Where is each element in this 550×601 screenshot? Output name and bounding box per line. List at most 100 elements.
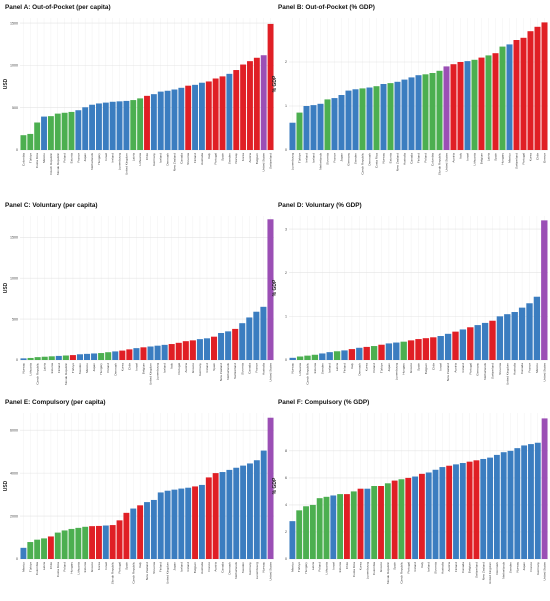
bar (34, 122, 41, 150)
bar (387, 83, 394, 150)
x-tick-label: France (76, 153, 80, 163)
bar (511, 312, 518, 360)
y-axis-label: % GDP (272, 279, 278, 296)
x-tick-label: Slovenia (326, 153, 330, 165)
bar (489, 320, 496, 360)
x-tick-label: United States (445, 153, 449, 172)
bar (225, 331, 232, 360)
bar (450, 64, 457, 150)
x-tick-label: Israel (104, 562, 108, 570)
x-tick-label: New Zealand (396, 153, 400, 172)
bar (457, 62, 464, 150)
bar (385, 343, 393, 360)
bar (62, 355, 69, 360)
bar (20, 547, 27, 559)
panel-e: Panel E: Compulsory (per capita) 0 2000 400… (3, 399, 274, 584)
bar (398, 479, 405, 559)
bar (296, 112, 303, 150)
bar (357, 488, 364, 559)
panel-f: Panel F: Compulsory (% GDP) 0 2 4 6 8 % GDP Mex… (272, 399, 548, 584)
bar (319, 353, 326, 360)
bar (27, 357, 34, 360)
x-tick-label: Czech Republic (361, 153, 365, 175)
y-tick-label: 2 (285, 60, 287, 64)
x-tick-label: Netherlands (234, 562, 238, 579)
bar (48, 356, 55, 360)
bar (359, 88, 366, 150)
x-tick-label: Finland (343, 363, 347, 373)
y-tick-label: 500 (12, 317, 18, 321)
bar (316, 498, 323, 559)
y-tick-label: 0 (16, 358, 18, 362)
x-tick-label: Finland (193, 153, 197, 163)
panel-d: Panel D: Voluntary (% GDP) 0 1 2 3 % GDP Norwa… (272, 202, 548, 385)
y-tick-label: 2 (285, 530, 287, 534)
x-tick-label: Denmark (166, 153, 170, 166)
bar (140, 347, 147, 360)
x-tick-label: Greece (409, 363, 413, 373)
bar (219, 472, 226, 559)
bar (400, 341, 407, 360)
bar (253, 460, 260, 559)
bar (452, 331, 459, 360)
x-tick-label: Australia (440, 562, 444, 574)
x-tick-label: Canada (520, 363, 524, 374)
bar (137, 98, 144, 150)
bar (471, 59, 478, 150)
bar (157, 91, 164, 150)
bar (500, 452, 507, 559)
x-tick-label: Ireland (461, 363, 465, 373)
bar (95, 103, 102, 150)
x-tick-label: Denmark (495, 562, 499, 575)
bar (541, 418, 548, 559)
x-tick-label: Hungary (304, 562, 308, 574)
bar (296, 356, 304, 360)
x-tick-label: Canada (179, 153, 183, 164)
x-tick-label: Japan (172, 562, 176, 571)
bar (246, 317, 253, 360)
bar (198, 82, 205, 150)
bar (394, 81, 401, 150)
x-tick-label: Lithuania (76, 562, 80, 575)
bar (331, 98, 338, 150)
y-tick-label: 0 (285, 148, 287, 152)
x-tick-label: Hungary (99, 363, 103, 375)
x-tick-label: Türkiye (380, 363, 384, 373)
bar (504, 314, 511, 360)
x-tick-label: Chile (49, 562, 53, 569)
bar (116, 520, 123, 559)
bar (126, 349, 133, 360)
bar (311, 354, 319, 360)
bar (218, 333, 225, 360)
bar (415, 339, 422, 360)
bar (541, 22, 548, 150)
bar (61, 112, 68, 150)
bar (350, 491, 357, 559)
x-tick-label: Türkiye (297, 562, 301, 572)
x-tick-label: Norway (22, 363, 26, 374)
x-tick-label: New Zealand (446, 363, 450, 382)
x-tick-label: Italy (420, 562, 424, 568)
x-tick-label: Ireland (205, 363, 209, 373)
x-tick-label: Switzerland (491, 363, 495, 379)
bar (459, 463, 466, 559)
x-tick-label: Belgium (468, 562, 472, 574)
x-tick-label: Italy (207, 153, 211, 159)
bar (47, 536, 54, 559)
x-tick-label: Austria (454, 363, 458, 373)
y-tick-label: 6 (285, 476, 287, 480)
bar (116, 101, 123, 150)
bar (513, 40, 520, 150)
x-tick-label: Luxembourg (365, 562, 369, 579)
x-tick-label: Luxembourg (291, 153, 295, 170)
x-tick-label: Portugal (177, 363, 181, 375)
x-tick-label: Colombia (372, 562, 376, 575)
x-tick-label: Chile (145, 153, 149, 160)
x-tick-label: Czech Republic (131, 562, 135, 584)
x-tick-label: Israel (104, 153, 108, 161)
bar (89, 104, 96, 150)
x-tick-label: Australia (200, 153, 204, 165)
bar (443, 66, 450, 150)
bar (338, 95, 345, 150)
bar (473, 460, 480, 559)
